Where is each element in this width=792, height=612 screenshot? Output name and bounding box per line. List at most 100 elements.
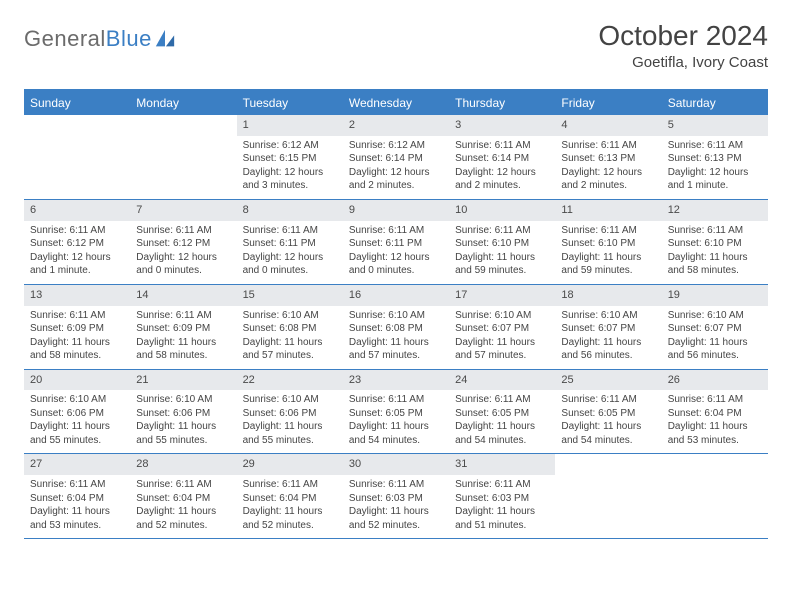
day-body: Sunrise: 6:11 AMSunset: 6:04 PMDaylight:… — [24, 475, 130, 538]
day-cell: 5Sunrise: 6:11 AMSunset: 6:13 PMDaylight… — [662, 115, 768, 199]
daylight-text: Daylight: 11 hours and 51 minutes. — [455, 505, 549, 532]
sunset-text: Sunset: 6:09 PM — [136, 322, 230, 336]
sunrise-text: Sunrise: 6:12 AM — [243, 139, 337, 153]
day-cell: 9Sunrise: 6:11 AMSunset: 6:11 PMDaylight… — [343, 200, 449, 284]
title-block: October 2024 Goetifla, Ivory Coast — [598, 20, 768, 71]
logo-part2: Blue — [106, 26, 152, 51]
day-body: Sunrise: 6:11 AMSunset: 6:12 PMDaylight:… — [130, 221, 236, 284]
sunrise-text: Sunrise: 6:10 AM — [136, 393, 230, 407]
sunset-text: Sunset: 6:15 PM — [243, 152, 337, 166]
week-row: 1Sunrise: 6:12 AMSunset: 6:15 PMDaylight… — [24, 115, 768, 200]
sunrise-text: Sunrise: 6:11 AM — [561, 224, 655, 238]
daylight-text: Daylight: 12 hours and 3 minutes. — [243, 166, 337, 193]
day-number: 7 — [130, 200, 236, 221]
logo: GeneralBlue — [24, 20, 176, 52]
day-number: 3 — [449, 115, 555, 136]
day-number: 4 — [555, 115, 661, 136]
day-cell: 8Sunrise: 6:11 AMSunset: 6:11 PMDaylight… — [237, 200, 343, 284]
sunset-text: Sunset: 6:04 PM — [668, 407, 762, 421]
daylight-text: Daylight: 12 hours and 0 minutes. — [243, 251, 337, 278]
sunrise-text: Sunrise: 6:11 AM — [243, 224, 337, 238]
day-number: 14 — [130, 285, 236, 306]
logo-part1: General — [24, 26, 106, 51]
day-number: 24 — [449, 370, 555, 391]
day-cell: 21Sunrise: 6:10 AMSunset: 6:06 PMDayligh… — [130, 370, 236, 454]
day-cell: 31Sunrise: 6:11 AMSunset: 6:03 PMDayligh… — [449, 454, 555, 538]
page-header: GeneralBlue October 2024 Goetifla, Ivory… — [24, 20, 768, 71]
daylight-text: Daylight: 11 hours and 54 minutes. — [349, 420, 443, 447]
sunset-text: Sunset: 6:05 PM — [349, 407, 443, 421]
day-cell: 13Sunrise: 6:11 AMSunset: 6:09 PMDayligh… — [24, 285, 130, 369]
sunset-text: Sunset: 6:13 PM — [668, 152, 762, 166]
day-cell: 15Sunrise: 6:10 AMSunset: 6:08 PMDayligh… — [237, 285, 343, 369]
day-cell — [24, 115, 130, 199]
daylight-text: Daylight: 11 hours and 59 minutes. — [455, 251, 549, 278]
day-body: Sunrise: 6:11 AMSunset: 6:03 PMDaylight:… — [343, 475, 449, 538]
day-cell — [662, 454, 768, 538]
day-number: 27 — [24, 454, 130, 475]
day-cell — [555, 454, 661, 538]
day-number: 25 — [555, 370, 661, 391]
day-number: 13 — [24, 285, 130, 306]
day-body: Sunrise: 6:11 AMSunset: 6:10 PMDaylight:… — [555, 221, 661, 284]
sunset-text: Sunset: 6:13 PM — [561, 152, 655, 166]
sunset-text: Sunset: 6:10 PM — [668, 237, 762, 251]
daylight-text: Daylight: 11 hours and 58 minutes. — [136, 336, 230, 363]
day-body: Sunrise: 6:12 AMSunset: 6:14 PMDaylight:… — [343, 136, 449, 199]
day-body: Sunrise: 6:11 AMSunset: 6:03 PMDaylight:… — [449, 475, 555, 538]
logo-text: GeneralBlue — [24, 26, 152, 52]
day-body: Sunrise: 6:11 AMSunset: 6:04 PMDaylight:… — [130, 475, 236, 538]
day-cell: 23Sunrise: 6:11 AMSunset: 6:05 PMDayligh… — [343, 370, 449, 454]
day-number: 5 — [662, 115, 768, 136]
sunrise-text: Sunrise: 6:11 AM — [349, 393, 443, 407]
sunset-text: Sunset: 6:12 PM — [136, 237, 230, 251]
weeks-container: 1Sunrise: 6:12 AMSunset: 6:15 PMDaylight… — [24, 115, 768, 539]
day-number: 16 — [343, 285, 449, 306]
day-cell: 7Sunrise: 6:11 AMSunset: 6:12 PMDaylight… — [130, 200, 236, 284]
day-cell: 11Sunrise: 6:11 AMSunset: 6:10 PMDayligh… — [555, 200, 661, 284]
daylight-text: Daylight: 11 hours and 52 minutes. — [349, 505, 443, 532]
day-body: Sunrise: 6:10 AMSunset: 6:07 PMDaylight:… — [449, 306, 555, 369]
week-row: 27Sunrise: 6:11 AMSunset: 6:04 PMDayligh… — [24, 454, 768, 539]
sunset-text: Sunset: 6:07 PM — [455, 322, 549, 336]
day-header: Saturday — [662, 91, 768, 115]
sunset-text: Sunset: 6:10 PM — [561, 237, 655, 251]
day-number: 20 — [24, 370, 130, 391]
day-number: 1 — [237, 115, 343, 136]
day-cell: 19Sunrise: 6:10 AMSunset: 6:07 PMDayligh… — [662, 285, 768, 369]
sunrise-text: Sunrise: 6:11 AM — [455, 139, 549, 153]
week-row: 6Sunrise: 6:11 AMSunset: 6:12 PMDaylight… — [24, 200, 768, 285]
daylight-text: Daylight: 11 hours and 54 minutes. — [455, 420, 549, 447]
day-body: Sunrise: 6:10 AMSunset: 6:07 PMDaylight:… — [662, 306, 768, 369]
day-cell: 17Sunrise: 6:10 AMSunset: 6:07 PMDayligh… — [449, 285, 555, 369]
day-body: Sunrise: 6:11 AMSunset: 6:12 PMDaylight:… — [24, 221, 130, 284]
sunset-text: Sunset: 6:04 PM — [30, 492, 124, 506]
day-cell: 29Sunrise: 6:11 AMSunset: 6:04 PMDayligh… — [237, 454, 343, 538]
sunset-text: Sunset: 6:08 PM — [349, 322, 443, 336]
day-number: 26 — [662, 370, 768, 391]
day-number: 12 — [662, 200, 768, 221]
day-cell: 28Sunrise: 6:11 AMSunset: 6:04 PMDayligh… — [130, 454, 236, 538]
day-cell: 3Sunrise: 6:11 AMSunset: 6:14 PMDaylight… — [449, 115, 555, 199]
day-body: Sunrise: 6:11 AMSunset: 6:05 PMDaylight:… — [449, 390, 555, 453]
sunrise-text: Sunrise: 6:12 AM — [349, 139, 443, 153]
daylight-text: Daylight: 11 hours and 56 minutes. — [668, 336, 762, 363]
sunrise-text: Sunrise: 6:11 AM — [349, 478, 443, 492]
day-cell: 12Sunrise: 6:11 AMSunset: 6:10 PMDayligh… — [662, 200, 768, 284]
month-title: October 2024 — [598, 20, 768, 52]
day-number: 30 — [343, 454, 449, 475]
day-number: 29 — [237, 454, 343, 475]
sunrise-text: Sunrise: 6:11 AM — [30, 309, 124, 323]
sunrise-text: Sunrise: 6:10 AM — [455, 309, 549, 323]
daylight-text: Daylight: 12 hours and 2 minutes. — [349, 166, 443, 193]
day-body: Sunrise: 6:11 AMSunset: 6:13 PMDaylight:… — [662, 136, 768, 199]
day-number: 6 — [24, 200, 130, 221]
day-body: Sunrise: 6:11 AMSunset: 6:10 PMDaylight:… — [449, 221, 555, 284]
sunset-text: Sunset: 6:06 PM — [136, 407, 230, 421]
day-number: 18 — [555, 285, 661, 306]
day-cell: 4Sunrise: 6:11 AMSunset: 6:13 PMDaylight… — [555, 115, 661, 199]
sunrise-text: Sunrise: 6:11 AM — [136, 309, 230, 323]
day-cell: 2Sunrise: 6:12 AMSunset: 6:14 PMDaylight… — [343, 115, 449, 199]
daylight-text: Daylight: 11 hours and 57 minutes. — [349, 336, 443, 363]
sunrise-text: Sunrise: 6:11 AM — [136, 224, 230, 238]
